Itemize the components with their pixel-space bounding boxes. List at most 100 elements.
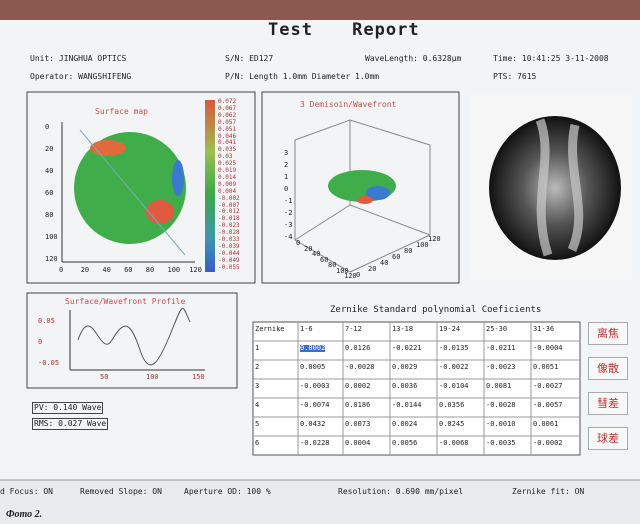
x-tick-label: 20 (304, 244, 313, 253)
table-cell: -0.0004 (533, 344, 563, 352)
table-cell: -0.0023 (486, 363, 516, 371)
wavefront-spot (357, 196, 373, 204)
colorbar-label: 0.057 (218, 118, 237, 126)
colorbar-label: -0.055 (218, 263, 240, 271)
status-item: Zernike fit: ON (512, 487, 585, 496)
table-cell: 0.0081 (486, 382, 512, 390)
x-tick-label: 100 (167, 266, 181, 274)
top-strip (0, 0, 640, 20)
table-cell: 3 (255, 382, 260, 390)
table-cell: 0.0126 (345, 344, 371, 352)
x-tick-label: 40 (312, 250, 321, 258)
z-tick-label: -4 (284, 233, 293, 241)
table-cell: -0.0074 (300, 401, 330, 409)
colorbar-label: 0.035 (218, 146, 237, 154)
colorbar-label: -0.049 (218, 256, 240, 264)
y-tick-label: 0 (45, 123, 50, 131)
table-cell: 0.0432 (300, 420, 326, 428)
table-cell: -0.0002 (533, 439, 563, 447)
x-tick-label: 50 (100, 373, 109, 381)
table-cell: 0.0005 (300, 363, 326, 371)
y-tick-label: 20 (368, 265, 377, 273)
status-item: d Focus: ON (0, 487, 53, 496)
table-cell: 0.0029 (392, 363, 418, 371)
table-cell: -0.0135 (439, 344, 469, 352)
y-tick-label: 0 (38, 338, 43, 346)
x-tick-label: 0 (296, 239, 301, 247)
z-tick-label: -1 (284, 197, 293, 205)
rms-value: RMS: 0.027 Wave (32, 418, 109, 430)
pv-value: PV: 0.140 Wave (32, 402, 104, 414)
caption: Фото 2. (6, 509, 43, 520)
table-cell: 6 (255, 439, 260, 447)
x-tick-label: 60 (320, 255, 329, 264)
surface-panel (26, 91, 256, 284)
wavefront-spot (366, 186, 390, 200)
wavelength: WaveLength: 0.6328μm (365, 54, 462, 63)
x-tick-label: 100 (336, 266, 349, 275)
table-frame (252, 321, 581, 456)
table-cell: 0.0056 (392, 439, 418, 447)
time: Time: 10:41:25 3-11-2008 (493, 54, 609, 63)
colorbar-label: -0.039 (218, 242, 240, 250)
z-tick-label: 3 (284, 149, 289, 157)
colorbar-label: -0.007 (218, 201, 240, 209)
colorbar-label: 0.067 (218, 104, 237, 112)
table-cell: 0.0073 (345, 420, 371, 428)
table-cell: 0.0356 (439, 401, 465, 409)
y-tick-label: 100 (45, 233, 58, 241)
colorbar-label: 0.062 (218, 111, 237, 119)
interferogram (489, 116, 621, 260)
x-tick-label: 80 (328, 261, 337, 269)
table-cell: 2 (255, 363, 260, 371)
colorbar-label: 0.014 (218, 173, 237, 181)
colorbar-label: 0.072 (218, 98, 237, 105)
table-cell: 0.0245 (439, 420, 465, 428)
panel-title: Surface map (95, 107, 148, 116)
table-cell: -0.0027 (533, 382, 563, 390)
y-tick-label: 100 (416, 241, 429, 249)
button[interactable]: 像散 (588, 357, 628, 380)
z-tick-label: 2 (284, 161, 289, 169)
table-cell: -0.0144 (392, 401, 422, 409)
table-cell: 0.0002 (345, 382, 371, 390)
table-cell: -0.0211 (486, 344, 516, 352)
button[interactable]: 离焦 (588, 322, 628, 345)
points: PTS: 7615 (493, 72, 537, 81)
y-tick-label: -0.05 (38, 359, 60, 367)
table-cell: 0.0024 (392, 420, 418, 428)
colorbar-label: 0.025 (218, 160, 237, 168)
x-tick-label: 100 (146, 373, 159, 381)
surface-spot (146, 200, 174, 224)
report-title: Test Report (268, 20, 420, 40)
table-cell: 0.0186 (345, 401, 371, 409)
colorbar-label: 0.019 (218, 167, 237, 174)
status-item: Resolution: 0.690 mm/pixel (338, 487, 464, 496)
table-cell: -0.0028 (345, 363, 375, 371)
table-cell: 1 (255, 344, 260, 352)
profile-panel (26, 292, 238, 389)
x-tick-label: 80 (145, 266, 155, 274)
panel-title: Surface/Wavefront Profile (65, 297, 186, 306)
colorbar-label: 0.046 (218, 132, 237, 140)
table-cell: -0.0057 (533, 401, 563, 409)
colorbar-label: -0.002 (218, 194, 240, 202)
x-tick-label: 120 (189, 266, 202, 274)
colorbar-label: 0.051 (218, 125, 237, 133)
y-tick-label: 0.05 (38, 317, 55, 325)
button[interactable]: 球差 (588, 427, 628, 450)
colorbar-label: 0.009 (218, 180, 237, 188)
colorbar-label: -0.033 (218, 236, 240, 243)
colorbar-label: -0.044 (218, 249, 240, 257)
section-line (79, 129, 186, 256)
button[interactable]: 彗差 (588, 392, 628, 415)
z-tick-label: 1 (284, 173, 289, 181)
status-item: Removed Slope: ON (80, 487, 162, 496)
colorbar-label: -0.023 (218, 222, 240, 230)
table-cell: 0.0004 (345, 439, 371, 447)
table-cell: -0.0228 (300, 439, 330, 447)
column-header: Zernike (255, 325, 285, 333)
table-cell: 5 (255, 420, 260, 428)
surface-spot (172, 160, 184, 196)
